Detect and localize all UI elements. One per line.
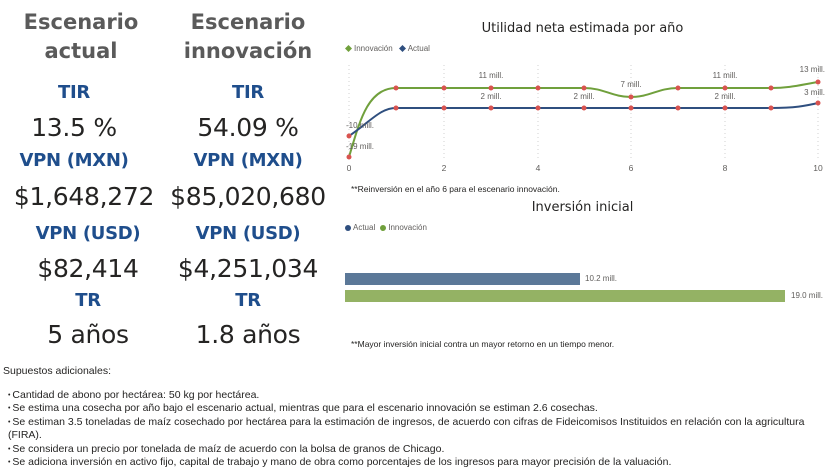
legend-item-actual[interactable]: Actual: [345, 223, 375, 232]
x-tick: 6: [629, 163, 634, 173]
vpn-usd-label-actual: VPN (USD): [35, 223, 141, 244]
line-chart-plot: -10 mill. -19 mill. 11 mill. 2 mill. 2 m…: [346, 65, 825, 173]
circle-marker-icon: [380, 224, 387, 231]
bar-innovacion[interactable]: [345, 290, 785, 302]
assumptions-title: Supuestos adicionales:: [3, 365, 111, 377]
diamond-marker-icon: [345, 45, 352, 52]
bar-actual[interactable]: [345, 273, 580, 285]
data-label: 2 mill.: [715, 92, 736, 101]
bar-chart-title: Inversión inicial: [531, 200, 634, 215]
vpn-mxn-label-actual: VPN (MXN): [19, 150, 129, 171]
tir-label-actual: TIR: [58, 82, 90, 103]
data-label: 11 mill.: [713, 71, 738, 80]
data-label: 13 mill.: [800, 65, 825, 74]
tir-value-innovacion: 54.09 %: [197, 113, 299, 142]
tir-label-innovacion: TIR: [232, 82, 264, 103]
x-tick: 4: [536, 163, 541, 173]
bar-chart-note: **Mayor inversión inicial contra un mayo…: [351, 339, 615, 349]
data-point-markers: [346, 79, 821, 160]
scenario-title-line1: Escenario: [190, 10, 306, 34]
scenario-title-line1: Escenario: [23, 10, 139, 34]
assumptions-list: Cantidad de abono por hectárea: 50 kg po…: [8, 389, 832, 469]
scenario-title-line2: actual: [44, 39, 118, 63]
data-label: 3 mill.: [804, 88, 825, 97]
scenario-innovacion-column: Escenario innovación: [168, 8, 328, 66]
assumption-item: Se adiciona inversión en activo fijo, ca…: [8, 456, 832, 469]
gridlines: [348, 65, 819, 160]
vpn-usd-label-innovacion: VPN (USD): [195, 223, 301, 244]
assumption-item: Cantidad de abono por hectárea: 50 kg po…: [8, 389, 832, 402]
tr-value-innovacion: 1.8 años: [195, 320, 301, 349]
legend-label: Innovación: [388, 223, 427, 232]
legend-label: Actual: [407, 44, 430, 53]
line-chart-title: Utilidad neta estimada por año: [481, 21, 684, 36]
vpn-usd-value-innovacion: $4,251,034: [177, 254, 319, 283]
x-tick: 10: [813, 163, 823, 173]
data-label: 2 mill.: [481, 92, 502, 101]
vpn-usd-value-actual: $82,414: [37, 254, 139, 283]
legend-item-actual[interactable]: Actual: [398, 44, 430, 53]
tir-value-actual: 13.5 %: [31, 113, 117, 142]
data-label: 2 mill.: [574, 92, 595, 101]
x-tick: 8: [723, 163, 728, 173]
x-tick: 2: [442, 163, 447, 173]
bar-chart-legend: Actual Innovación: [345, 223, 427, 232]
data-label: -19 mill.: [346, 142, 374, 151]
diamond-marker-icon: [398, 45, 406, 52]
tr-label-actual: TR: [75, 290, 101, 311]
data-label: 7 mill.: [621, 80, 642, 89]
legend-label: Innovación: [354, 44, 393, 53]
vpn-mxn-value-innovacion: $85,020,680: [170, 182, 326, 211]
bar-label-actual: 10.2 mill.: [585, 274, 618, 283]
assumption-item: Se estima una cosecha por año bajo el es…: [8, 402, 832, 415]
scenario-actual-title: Escenario actual: [0, 8, 162, 66]
line-chart-legend: Innovación Actual: [345, 44, 430, 53]
bar-label-innovacion: 19.0 mill.: [791, 291, 824, 300]
legend-item-innovacion[interactable]: Innovación: [380, 223, 427, 232]
data-label: 11 mill.: [479, 71, 504, 80]
tr-label-innovacion: TR: [235, 290, 261, 311]
assumption-item: Se estiman 3.5 toneladas de maíz cosecha…: [8, 416, 832, 443]
legend-label: Actual: [353, 223, 376, 232]
assumption-item: Se considera un precio por tonelada de m…: [8, 443, 832, 456]
x-axis: 0 2 4 6 8 10: [347, 163, 823, 173]
scenario-actual-column: Escenario actual: [0, 8, 162, 66]
scenario-innovacion-title: Escenario innovación: [168, 8, 328, 66]
legend-item-innovacion[interactable]: Innovación: [345, 44, 393, 53]
line-chart-note: **Reinversión en el año 6 para el escena…: [351, 184, 560, 194]
circle-marker-icon: [345, 224, 351, 231]
vpn-mxn-label-innovacion: VPN (MXN): [193, 150, 303, 171]
vpn-mxn-value-actual: $1,648,272: [13, 182, 155, 211]
scenario-title-line2: innovación: [183, 39, 313, 63]
x-tick: 0: [347, 163, 352, 173]
tr-value-actual: 5 años: [47, 320, 129, 349]
data-label: -10 mill.: [346, 121, 374, 130]
